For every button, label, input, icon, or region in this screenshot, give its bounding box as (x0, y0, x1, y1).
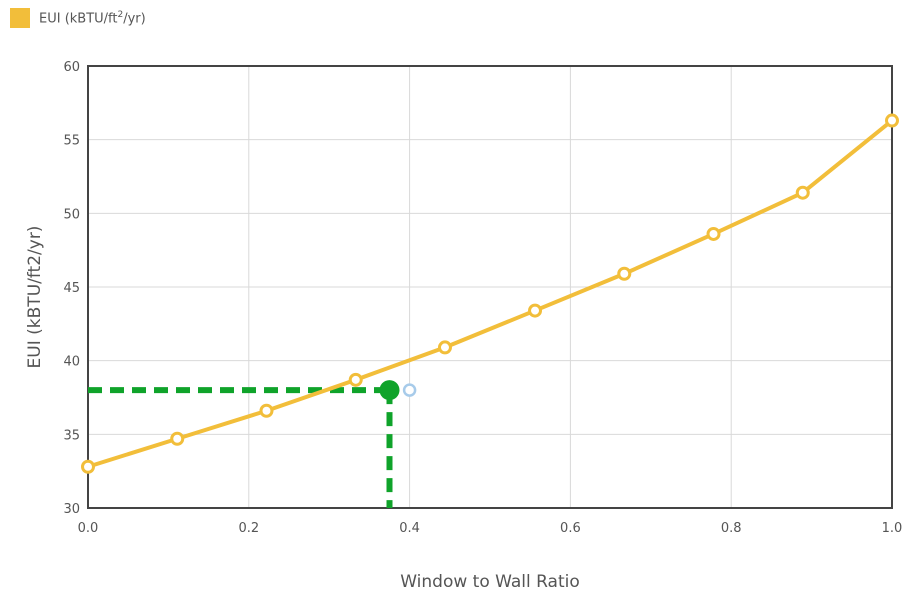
plot-frame (87, 65, 893, 509)
data-point[interactable] (617, 266, 632, 281)
y-tick-label: 60 (63, 60, 80, 75)
highlight-guides (88, 387, 393, 508)
x-tick-label: 0.8 (721, 521, 742, 536)
legend-swatch (10, 8, 30, 28)
y-tick-label: 50 (63, 207, 80, 222)
y-tick-label: 55 (63, 134, 80, 149)
data-point[interactable] (706, 226, 721, 241)
series-group (81, 113, 899, 474)
legend-label: EUI (kBTU/ft2/yr) (39, 10, 146, 26)
data-point[interactable] (259, 403, 274, 418)
data-point[interactable] (528, 303, 543, 318)
data-point[interactable] (795, 185, 810, 200)
data-point[interactable] (170, 431, 185, 446)
x-tick-label: 0.6 (560, 521, 581, 536)
series-line (87, 118, 894, 469)
y-tick-label: 35 (63, 428, 80, 443)
x-axis-title: Window to Wall Ratio (400, 572, 580, 592)
data-point[interactable] (885, 113, 899, 128)
y-axis-ticks: 30 35 40 45 50 55 60 (63, 60, 80, 517)
y-tick-label: 40 (63, 355, 80, 370)
legend[interactable]: EUI (kBTU/ft2/yr) (10, 8, 146, 28)
legend-label-superscript: 2 (117, 9, 124, 20)
data-point[interactable] (437, 340, 452, 355)
legend-label-end: /yr) (123, 11, 146, 27)
x-tick-label: 0.0 (78, 521, 99, 536)
grid-lines (87, 65, 893, 509)
x-axis-ticks: 0.0 0.2 0.4 0.6 0.8 1.0 (78, 521, 902, 536)
highlight-markers (379, 380, 417, 401)
x-tick-label: 0.2 (238, 521, 259, 536)
x-tick-label: 1.0 (882, 521, 902, 536)
data-point[interactable] (348, 372, 363, 387)
x-tick-label: 0.4 (399, 521, 420, 536)
highlight-point[interactable] (379, 380, 400, 401)
legend-label-main: EUI (kBTU/ft (39, 11, 118, 27)
y-tick-label: 45 (63, 281, 80, 296)
data-point[interactable] (81, 459, 95, 474)
hover-marker[interactable] (402, 383, 417, 397)
y-tick-label: 30 (63, 502, 80, 517)
y-axis-title: EUI (kBTU/ft2/yr) (25, 226, 45, 369)
